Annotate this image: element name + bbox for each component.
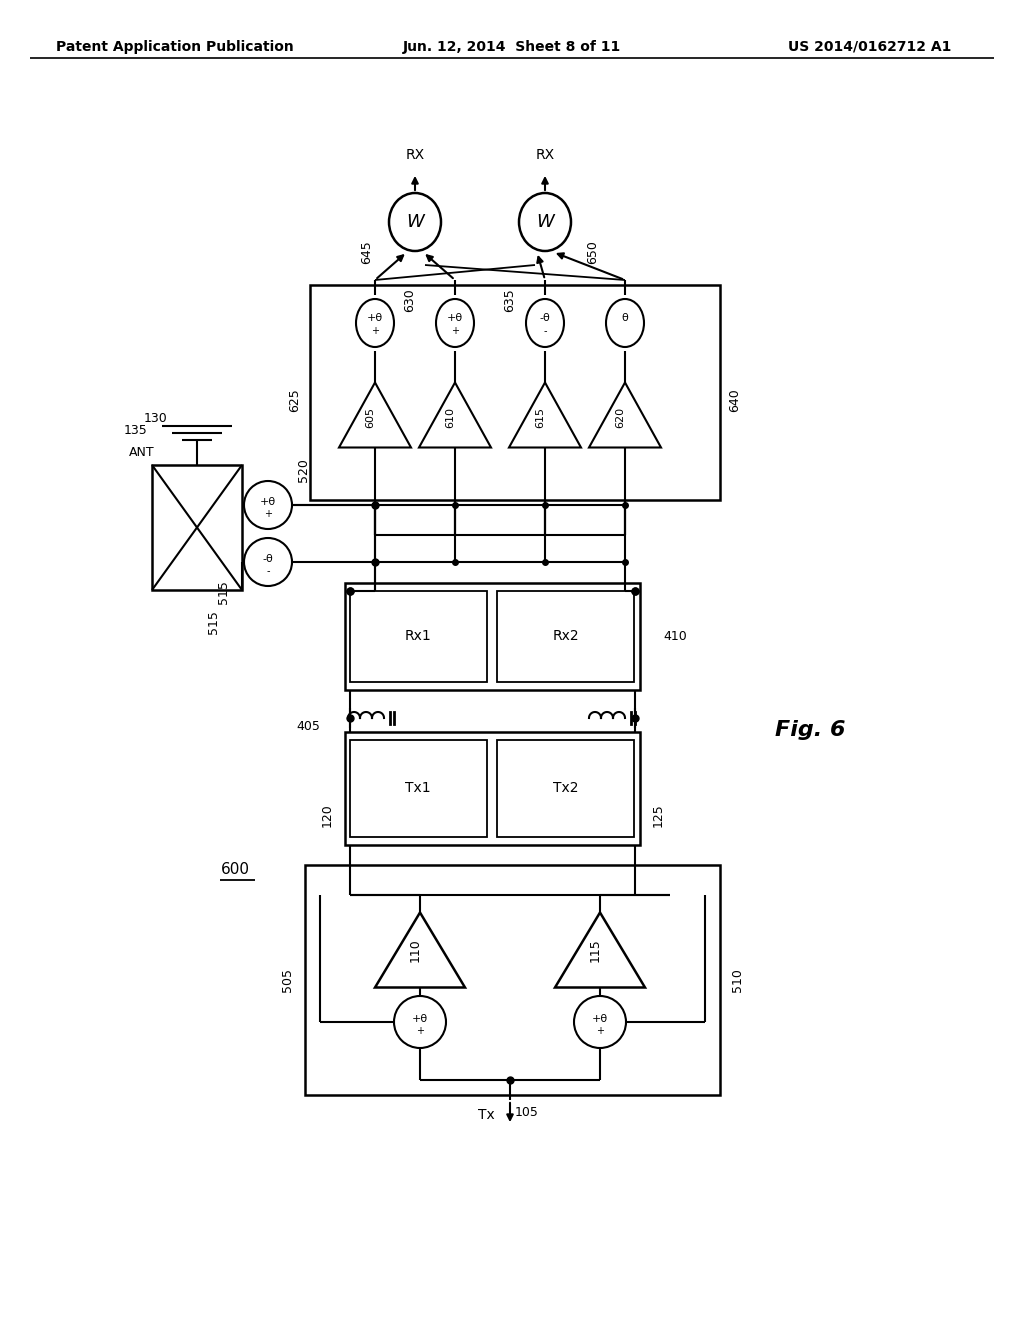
Bar	[305, 865, 720, 1096]
Text: -θ: -θ	[262, 554, 273, 564]
Text: +θ: +θ	[260, 498, 276, 507]
Text: 105: 105	[515, 1106, 539, 1119]
Text: +: +	[371, 326, 379, 337]
Text: Rx1: Rx1	[404, 630, 431, 643]
Bar	[345, 733, 640, 845]
Ellipse shape	[606, 300, 644, 347]
Circle shape	[574, 997, 626, 1048]
Polygon shape	[509, 383, 581, 447]
Bar	[345, 583, 640, 690]
Text: 645: 645	[360, 240, 374, 264]
Text: 520: 520	[297, 458, 309, 482]
Text: Tx2: Tx2	[553, 781, 579, 795]
Text: +: +	[451, 326, 459, 337]
Text: +: +	[264, 510, 272, 519]
Text: +θ: +θ	[592, 1014, 608, 1024]
Text: RX: RX	[536, 148, 555, 162]
Text: 130: 130	[143, 412, 167, 425]
Text: 625: 625	[289, 388, 301, 412]
Text: +θ: +θ	[446, 313, 463, 323]
Text: Jun. 12, 2014  Sheet 8 of 11: Jun. 12, 2014 Sheet 8 of 11	[402, 40, 622, 54]
Ellipse shape	[519, 193, 571, 251]
Polygon shape	[555, 912, 645, 987]
Text: 110: 110	[409, 939, 422, 962]
Text: 115: 115	[589, 939, 601, 962]
Text: 515: 515	[216, 579, 229, 605]
Circle shape	[244, 539, 292, 586]
Text: 610: 610	[445, 407, 455, 428]
Circle shape	[394, 997, 446, 1048]
Text: +: +	[416, 1026, 424, 1036]
Text: -: -	[266, 566, 269, 576]
Text: ANT: ANT	[129, 446, 155, 459]
Text: 125: 125	[651, 803, 665, 826]
Polygon shape	[339, 383, 411, 447]
Text: 635: 635	[504, 288, 516, 312]
Text: 630: 630	[403, 288, 417, 312]
Ellipse shape	[436, 300, 474, 347]
Ellipse shape	[389, 193, 441, 251]
Text: RX: RX	[406, 148, 425, 162]
Text: 615: 615	[535, 407, 545, 428]
Text: 510: 510	[731, 968, 744, 991]
Bar	[497, 741, 634, 837]
Text: Fig. 6: Fig. 6	[775, 719, 845, 741]
Bar	[350, 741, 487, 837]
Text: +θ: +θ	[412, 1014, 428, 1024]
Bar	[497, 591, 634, 682]
Text: 600: 600	[220, 862, 250, 878]
Text: -θ: -θ	[540, 313, 550, 323]
Ellipse shape	[356, 300, 394, 347]
Text: 640: 640	[728, 388, 741, 412]
Circle shape	[244, 480, 292, 529]
Text: Tx: Tx	[478, 1107, 495, 1122]
Text: Patent Application Publication: Patent Application Publication	[56, 40, 294, 54]
Text: US 2014/0162712 A1: US 2014/0162712 A1	[788, 40, 951, 54]
Polygon shape	[419, 383, 490, 447]
Text: 620: 620	[615, 407, 625, 428]
Ellipse shape	[526, 300, 564, 347]
Text: +: +	[596, 1026, 604, 1036]
Text: 405: 405	[296, 719, 319, 733]
Text: Rx2: Rx2	[553, 630, 580, 643]
Text: 120: 120	[321, 803, 334, 826]
Text: θ: θ	[622, 313, 629, 323]
Polygon shape	[375, 912, 465, 987]
Text: 515: 515	[207, 610, 219, 634]
Text: +θ: +θ	[367, 313, 383, 323]
Bar	[350, 591, 487, 682]
Text: W: W	[537, 213, 554, 231]
Text: 505: 505	[281, 968, 294, 993]
Polygon shape	[589, 383, 662, 447]
Bar	[152, 465, 242, 590]
Bar	[310, 285, 720, 500]
Text: -: -	[544, 326, 547, 337]
Text: Tx1: Tx1	[406, 781, 431, 795]
Text: 135: 135	[123, 424, 147, 437]
Text: W: W	[407, 213, 424, 231]
Text: 605: 605	[365, 407, 375, 428]
Text: 650: 650	[587, 240, 599, 264]
Text: 410: 410	[664, 630, 687, 643]
